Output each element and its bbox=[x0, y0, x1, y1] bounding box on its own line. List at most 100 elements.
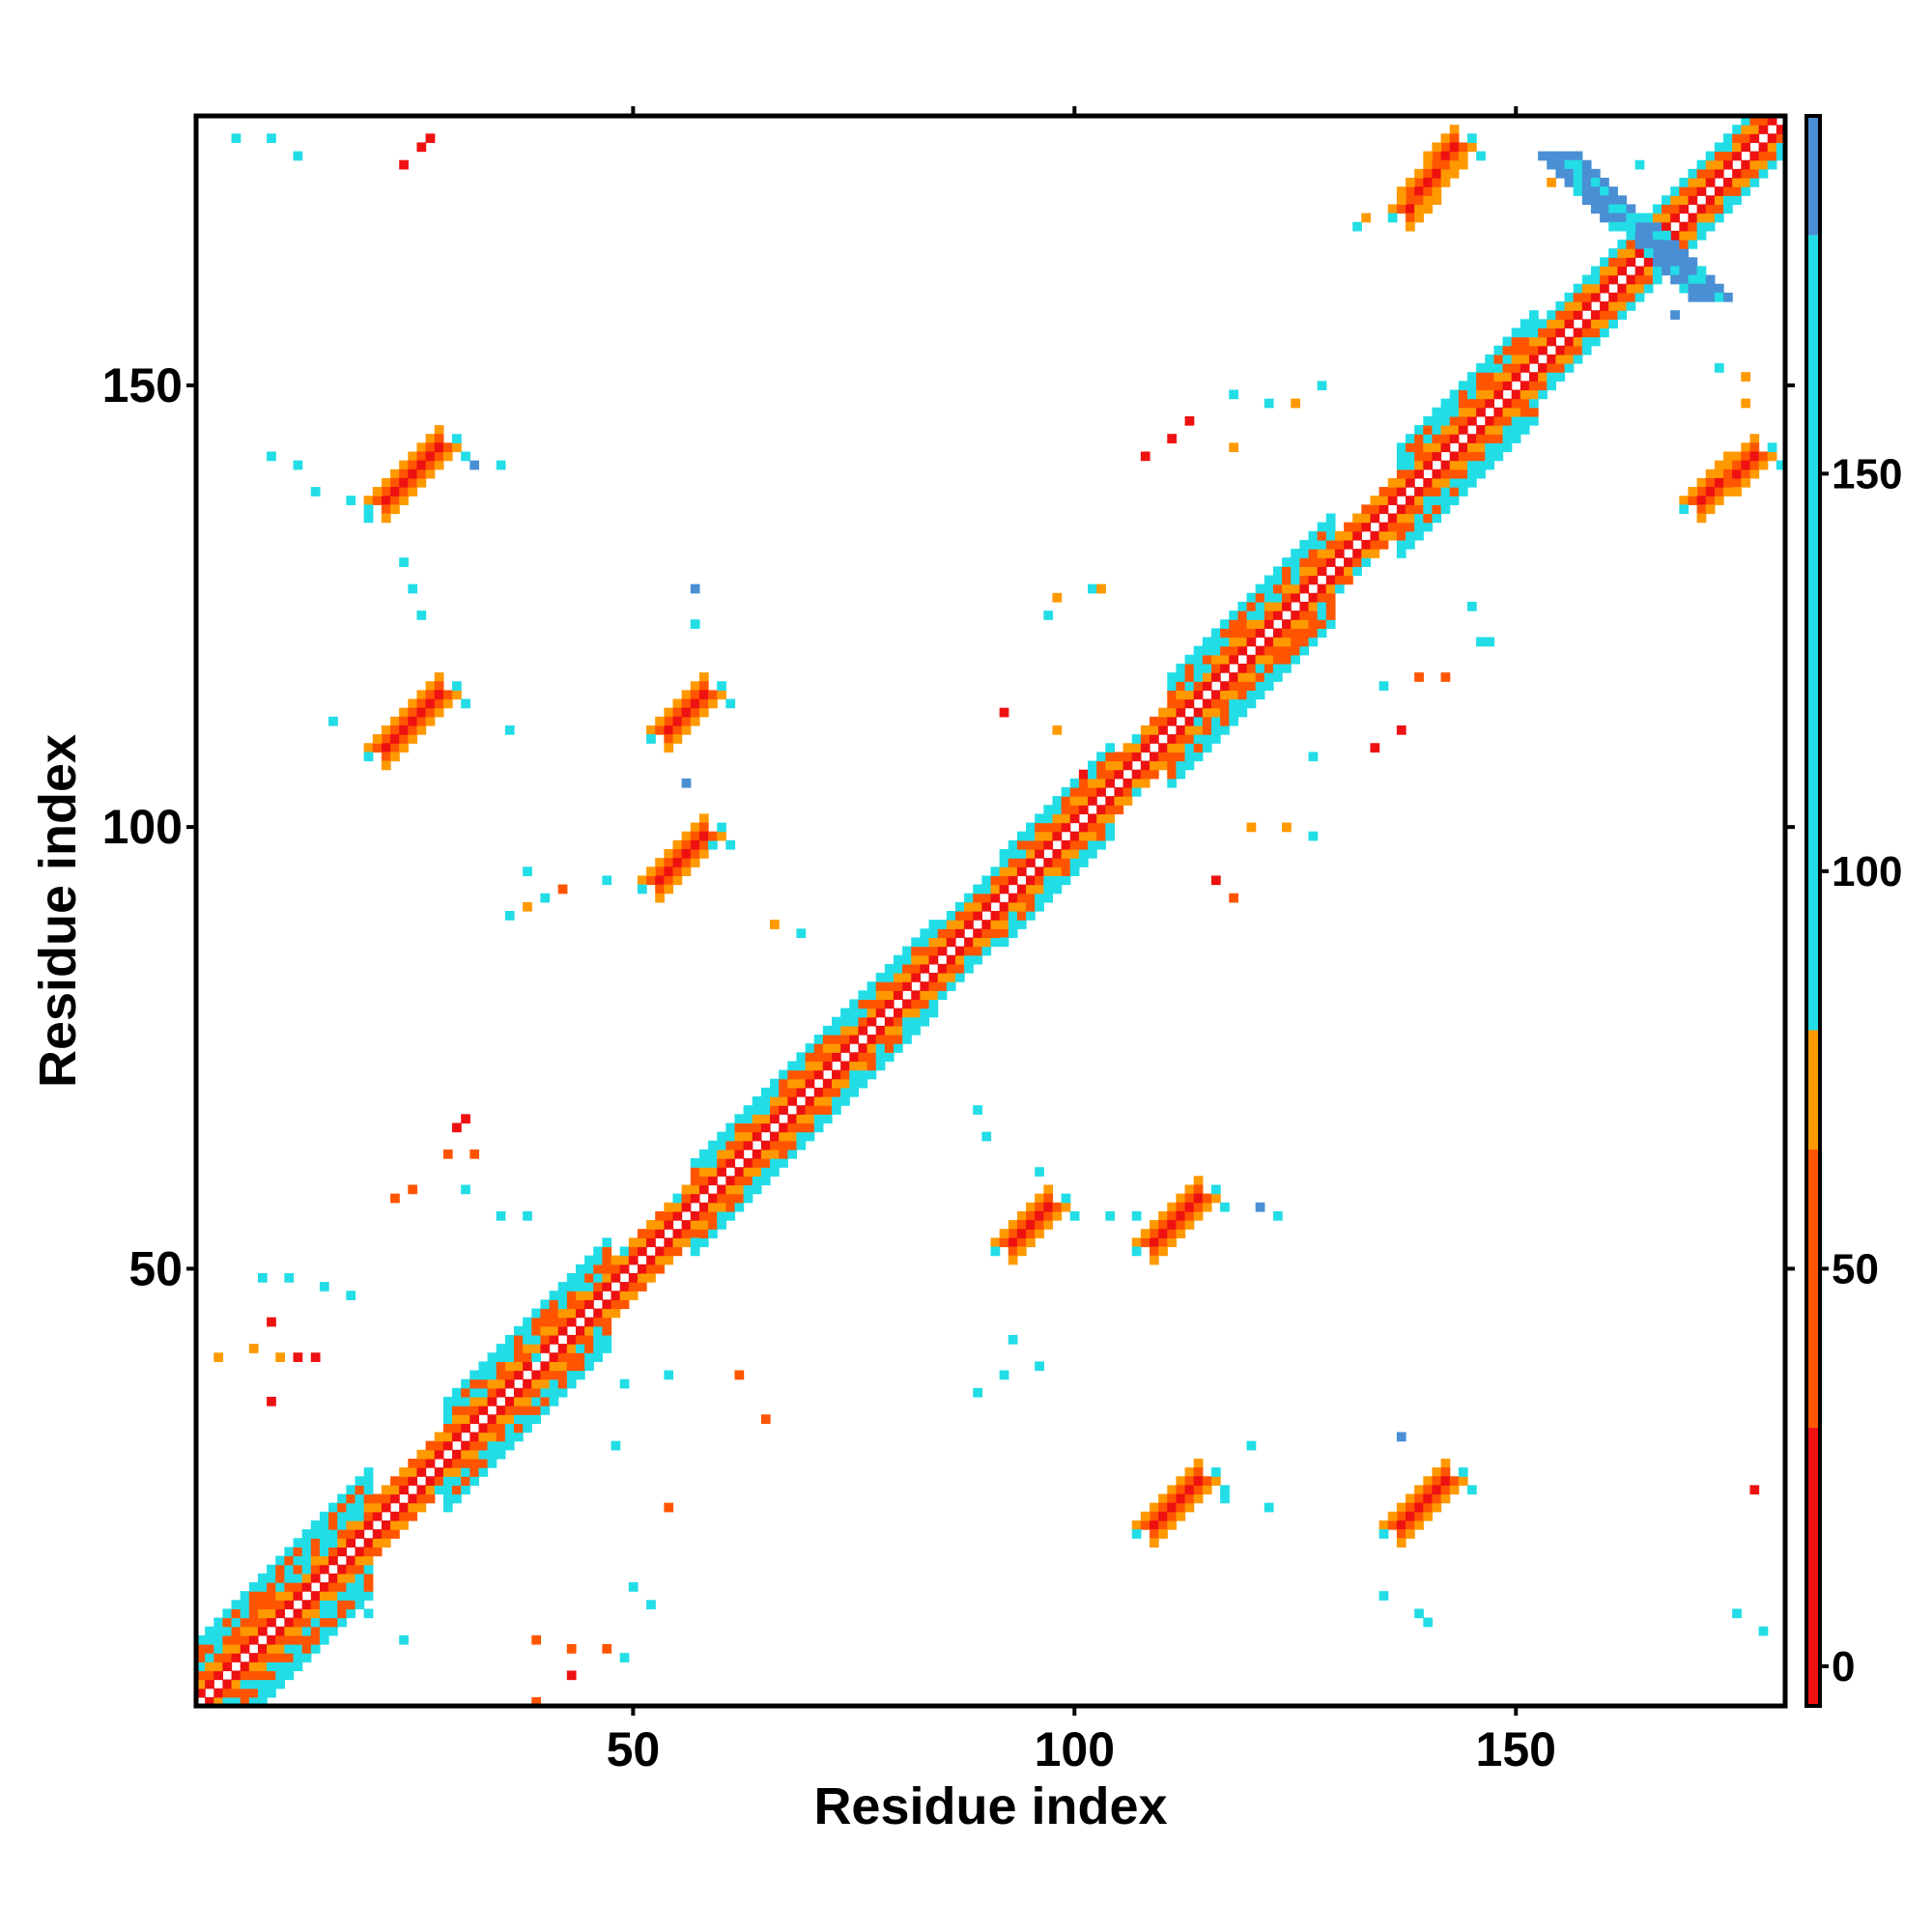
heatmap-cell bbox=[1643, 230, 1654, 241]
heatmap-cell bbox=[575, 1334, 585, 1345]
heatmap-cell bbox=[1176, 1193, 1186, 1204]
heatmap-cell bbox=[1317, 549, 1327, 558]
heatmap-cell bbox=[1167, 734, 1178, 744]
heatmap-cell bbox=[205, 1670, 214, 1681]
heatmap-cell bbox=[1246, 628, 1257, 639]
heatmap-cell bbox=[1423, 1511, 1434, 1521]
heatmap-cell bbox=[408, 583, 418, 594]
heatmap-cell bbox=[990, 937, 1001, 948]
heatmap-cell bbox=[1114, 752, 1124, 762]
heatmap-cell bbox=[884, 963, 895, 974]
heatmap-cell bbox=[964, 963, 974, 974]
heatmap-cell bbox=[1176, 690, 1186, 700]
heatmap-cell bbox=[531, 1370, 542, 1380]
heatmap-cell bbox=[1272, 601, 1283, 611]
heatmap-cell bbox=[337, 1617, 347, 1628]
heatmap-cell bbox=[1035, 893, 1044, 903]
heatmap-cell bbox=[231, 1626, 242, 1636]
heatmap-cell bbox=[1423, 204, 1434, 214]
heatmap-cell bbox=[372, 743, 383, 753]
heatmap-cell bbox=[664, 743, 674, 753]
heatmap-cell bbox=[1406, 469, 1415, 479]
heatmap-cell bbox=[849, 1035, 860, 1044]
heatmap-cell bbox=[1696, 213, 1707, 223]
heatmap-cell bbox=[796, 928, 807, 939]
heatmap-cell bbox=[646, 734, 656, 744]
heatmap-cell bbox=[1670, 274, 1680, 285]
heatmap-cell bbox=[213, 1670, 224, 1681]
heatmap-cell bbox=[478, 1378, 489, 1389]
heatmap-cell bbox=[1352, 522, 1362, 532]
heatmap-cell bbox=[875, 1061, 886, 1071]
heatmap-cell bbox=[1767, 159, 1777, 170]
heatmap-cell bbox=[408, 1467, 418, 1477]
heatmap-cell bbox=[602, 875, 612, 886]
heatmap-cell bbox=[355, 1600, 365, 1610]
heatmap-cell bbox=[672, 724, 683, 735]
heatmap-cell bbox=[1688, 496, 1698, 505]
heatmap-cell bbox=[240, 1662, 250, 1672]
heatmap-cell bbox=[1078, 796, 1089, 806]
heatmap-cell bbox=[822, 1114, 833, 1124]
heatmap-cell bbox=[461, 1184, 470, 1195]
heatmap-cell bbox=[1502, 363, 1513, 373]
heatmap-cell bbox=[1150, 716, 1159, 726]
heatmap-cell bbox=[725, 1158, 736, 1168]
heatmap-cell bbox=[1352, 557, 1362, 567]
heatmap-cell bbox=[1662, 213, 1671, 223]
heatmap-cell bbox=[1396, 1432, 1406, 1442]
heatmap-cell bbox=[875, 1052, 886, 1063]
heatmap-cell bbox=[1361, 557, 1372, 567]
heatmap-cell bbox=[1581, 336, 1592, 347]
heatmap-cell bbox=[337, 1520, 347, 1530]
heatmap-cell bbox=[1600, 319, 1609, 329]
heatmap-cell bbox=[1432, 1476, 1442, 1486]
heatmap-cell bbox=[1193, 690, 1204, 700]
heatmap-cell bbox=[523, 867, 532, 877]
heatmap-cell bbox=[1423, 477, 1434, 488]
heatmap-cell bbox=[328, 1591, 338, 1601]
heatmap-cell bbox=[1608, 292, 1618, 302]
heatmap-cell bbox=[284, 1581, 295, 1592]
heatmap-cell bbox=[1679, 257, 1690, 268]
heatmap-cell bbox=[849, 1008, 860, 1018]
heatmap-cell bbox=[1167, 672, 1178, 682]
heatmap-cell bbox=[1528, 381, 1539, 391]
heatmap-cell bbox=[1078, 858, 1089, 867]
heatmap-cell bbox=[504, 1344, 515, 1353]
heatmap-cell bbox=[893, 954, 903, 965]
heatmap-cell bbox=[1652, 257, 1662, 268]
heatmap-cell bbox=[381, 504, 391, 515]
heatmap-cell bbox=[1502, 354, 1513, 364]
heatmap-cell bbox=[1414, 460, 1424, 470]
heatmap-cell bbox=[911, 1016, 921, 1027]
heatmap-cell bbox=[310, 1634, 321, 1645]
heatmap-cell bbox=[1414, 195, 1424, 206]
heatmap-cell bbox=[1670, 186, 1680, 196]
heatmap-cell bbox=[637, 1264, 647, 1274]
heatmap-cell bbox=[698, 1158, 709, 1168]
heatmap-cell bbox=[1502, 442, 1513, 453]
heatmap-cell bbox=[1476, 363, 1486, 373]
heatmap-cell bbox=[1176, 734, 1186, 744]
heatmap-cell bbox=[1378, 1520, 1389, 1530]
heatmap-cell bbox=[1502, 398, 1513, 409]
heatmap-cell bbox=[425, 469, 436, 479]
heatmap-cell bbox=[664, 867, 674, 877]
heatmap-cell bbox=[1282, 619, 1292, 629]
heatmap-cell bbox=[1272, 611, 1283, 620]
x-axis-title: Residue index bbox=[813, 1777, 1167, 1835]
heatmap-cell bbox=[760, 1096, 771, 1106]
heatmap-cell bbox=[1202, 1485, 1212, 1495]
heatmap-cell bbox=[549, 1308, 559, 1319]
y-tick-label: 50 bbox=[128, 1241, 183, 1295]
y-tick-label: 100 bbox=[102, 800, 183, 854]
heatmap-cell bbox=[1088, 769, 1097, 780]
heatmap-cell bbox=[672, 698, 683, 709]
heatmap-cell bbox=[231, 1679, 242, 1690]
heatmap-cell bbox=[231, 1653, 242, 1662]
heatmap-cell bbox=[1608, 248, 1618, 258]
heatmap-cell bbox=[257, 1670, 268, 1681]
heatmap-cell bbox=[328, 1617, 338, 1628]
heatmap-cell bbox=[1016, 901, 1027, 912]
